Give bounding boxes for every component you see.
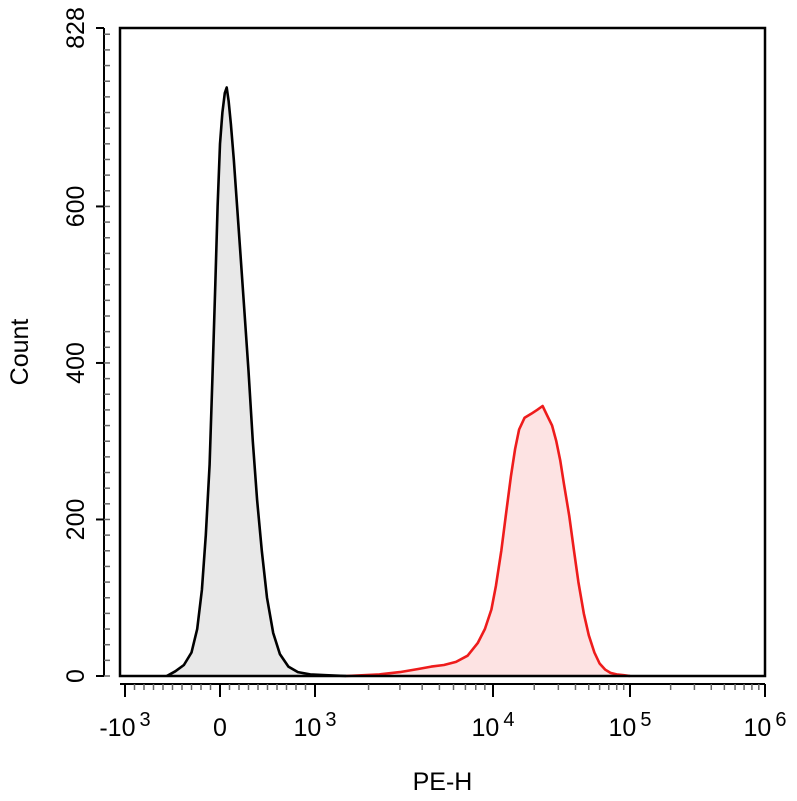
y-tick-label: 0	[62, 669, 90, 683]
x-tick-label: -10 3	[99, 709, 150, 742]
y-tick-label: 400	[62, 342, 90, 384]
x-tick-label: 10 4	[472, 709, 515, 742]
y-axis-title: Count	[6, 319, 34, 386]
series-0-line	[166, 86, 347, 678]
y-tick-label: 200	[62, 499, 90, 541]
histogram-fills	[166, 87, 630, 676]
plot-frame	[118, 26, 767, 678]
series-1-fill	[346, 406, 630, 676]
y-tick-label: 600	[62, 186, 90, 228]
y-tick-label: 828	[62, 7, 90, 49]
series-1-line	[346, 404, 631, 678]
x-tick-label: 0	[213, 714, 227, 742]
series-0-fill	[166, 87, 347, 676]
x-axis-title: PE-H	[413, 768, 473, 796]
x-tick-label: 10 3	[294, 709, 337, 742]
y-axis: 0 200 400 600 828	[62, 7, 110, 683]
x-axis: -10 3 0 10 3 10 4 10 5 10 6	[99, 683, 787, 742]
x-tick-label: 10 6	[744, 709, 787, 742]
x-tick-label: 10 5	[609, 709, 652, 742]
